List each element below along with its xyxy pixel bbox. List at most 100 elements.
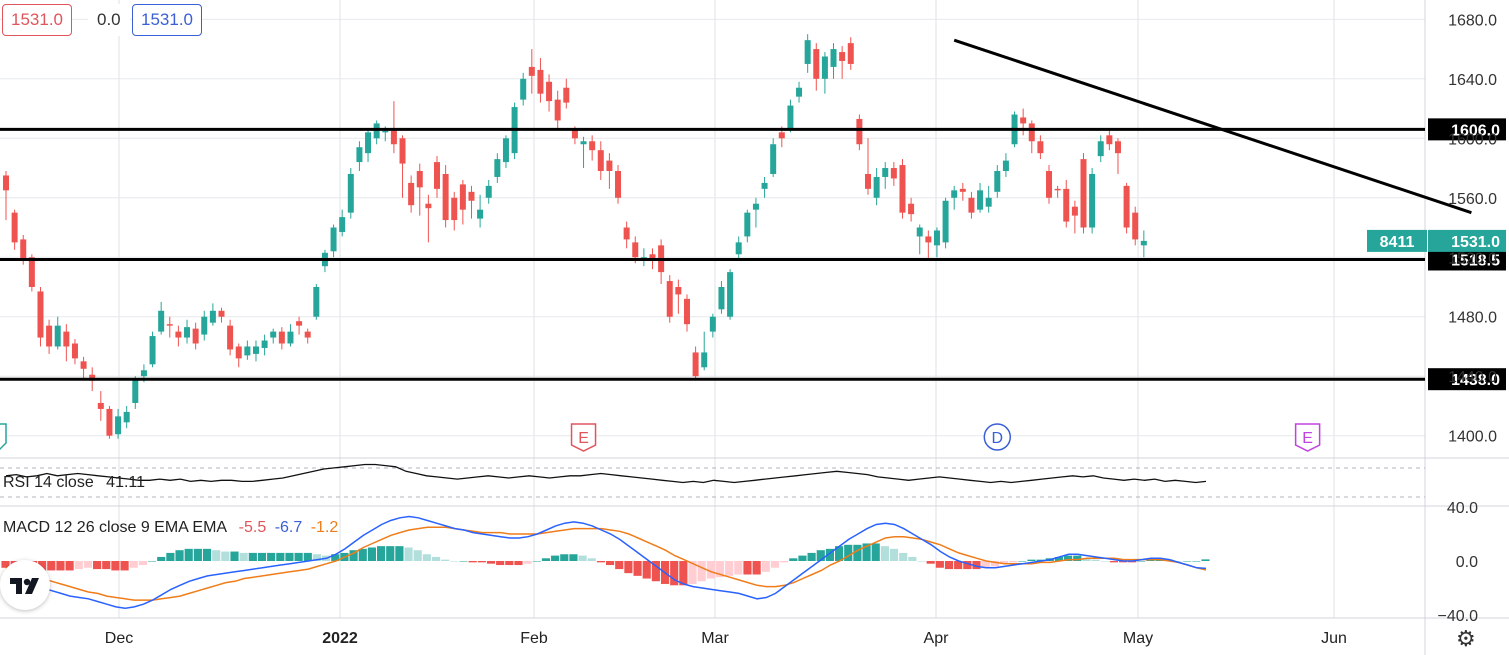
candle-body[interactable] (296, 321, 303, 326)
candle-body[interactable] (908, 203, 915, 215)
candle-body[interactable] (744, 212, 751, 237)
candle-body[interactable] (649, 254, 656, 261)
candle-body[interactable] (425, 203, 432, 209)
candle-body[interactable] (1089, 173, 1096, 228)
candle-body[interactable] (942, 200, 949, 243)
candle-body[interactable] (675, 286, 682, 295)
candle-body[interactable] (192, 328, 199, 344)
price-open-badge[interactable]: 1531.0 (2, 4, 72, 36)
candle-body[interactable] (1028, 123, 1035, 142)
candle-body[interactable] (821, 56, 828, 79)
candle-body[interactable] (933, 230, 940, 246)
candle-body[interactable] (1020, 117, 1027, 124)
candle-body[interactable] (1123, 185, 1130, 228)
candle-body[interactable] (399, 138, 406, 164)
candle-body[interactable] (528, 66, 535, 76)
earnings-event-marker[interactable] (1294, 423, 1321, 452)
candle-body[interactable] (175, 331, 182, 338)
candle-body[interactable] (683, 298, 690, 325)
candle-body[interactable] (20, 239, 27, 261)
candle-body[interactable] (580, 141, 587, 145)
candle-body[interactable] (597, 150, 604, 172)
candle-body[interactable] (1002, 160, 1009, 172)
candle-body[interactable] (106, 408, 113, 436)
candle-body[interactable] (571, 129, 578, 139)
candle-body[interactable] (1054, 188, 1061, 191)
candle-body[interactable] (330, 227, 337, 252)
candle-body[interactable] (313, 286, 320, 317)
candle-body[interactable] (718, 286, 725, 310)
candle-body[interactable] (97, 402, 104, 409)
candle-body[interactable] (1063, 188, 1070, 222)
candle-body[interactable] (28, 257, 35, 287)
candle-body[interactable] (347, 173, 354, 213)
candle-body[interactable] (796, 87, 803, 97)
price-close-badge[interactable]: 1531.0 (132, 4, 202, 36)
candle-body[interactable] (563, 87, 570, 103)
rsi-line[interactable] (5, 463, 1207, 484)
candle-body[interactable] (632, 242, 639, 258)
candle-body[interactable] (158, 310, 165, 332)
macd-line[interactable] (5, 515, 1207, 610)
candle-body[interactable] (847, 43, 854, 64)
candle-body[interactable] (537, 69, 544, 94)
candle-body[interactable] (873, 176, 880, 198)
candle-body[interactable] (701, 352, 708, 368)
candle-body[interactable] (589, 141, 596, 151)
candle-body[interactable] (735, 242, 742, 255)
candle-body[interactable] (468, 191, 475, 201)
candle-body[interactable] (804, 40, 811, 64)
candle-body[interactable] (615, 171, 622, 198)
rsi-legend[interactable]: RSI 14 close 41.11 (3, 474, 145, 492)
candle-body[interactable] (1046, 171, 1053, 198)
candle-body[interactable] (184, 327, 191, 338)
candle-body[interactable] (3, 175, 9, 191)
candle-body[interactable] (244, 346, 251, 356)
candle-body[interactable] (787, 105, 794, 130)
candle-body[interactable] (227, 325, 234, 350)
candle-body[interactable] (890, 168, 897, 179)
settings-gear-icon[interactable]: ⚙ (1456, 626, 1476, 651)
candle-body[interactable] (925, 236, 932, 243)
candle-body[interactable] (752, 203, 759, 210)
candle-body[interactable] (839, 52, 846, 61)
candle-body[interactable] (416, 171, 423, 188)
candle-body[interactable] (692, 352, 699, 377)
candle-body[interactable] (856, 118, 863, 145)
candle-body[interactable] (201, 316, 208, 335)
candle-body[interactable] (270, 331, 277, 338)
candle-body[interactable] (252, 346, 259, 354)
candle-body[interactable] (770, 144, 777, 174)
candle-body[interactable] (666, 281, 673, 317)
candle-body[interactable] (520, 78, 527, 100)
candle-body[interactable] (235, 346, 242, 359)
candle-body[interactable] (218, 310, 225, 317)
candle-body[interactable] (166, 324, 173, 326)
candle-body[interactable] (123, 411, 130, 423)
candle-body[interactable] (882, 168, 889, 177)
candle-body[interactable] (54, 325, 61, 347)
tradingview-logo[interactable] (0, 560, 50, 610)
candle-body[interactable] (865, 173, 871, 189)
candle-body[interactable] (916, 227, 923, 237)
candle-body[interactable] (985, 197, 992, 207)
candle-body[interactable] (485, 185, 492, 198)
candle-body[interactable] (494, 159, 501, 177)
candle-body[interactable] (502, 138, 509, 163)
candle-body[interactable] (727, 272, 734, 317)
macd-signal-line[interactable] (5, 526, 1207, 601)
candle-body[interactable] (80, 361, 87, 369)
candle-body[interactable] (149, 336, 156, 365)
candle-body[interactable] (761, 182, 768, 189)
candle-body[interactable] (959, 188, 966, 192)
candle-body[interactable] (709, 316, 716, 332)
candle-body[interactable] (968, 197, 975, 213)
trendline[interactable] (953, 38, 1472, 215)
candle-body[interactable] (623, 227, 630, 240)
candle-body[interactable] (1132, 212, 1139, 240)
candle-body[interactable] (977, 190, 984, 210)
candle-body[interactable] (830, 49, 837, 67)
candle-body[interactable] (408, 182, 415, 206)
candle-body[interactable] (71, 343, 78, 359)
candle-body[interactable] (209, 310, 216, 323)
